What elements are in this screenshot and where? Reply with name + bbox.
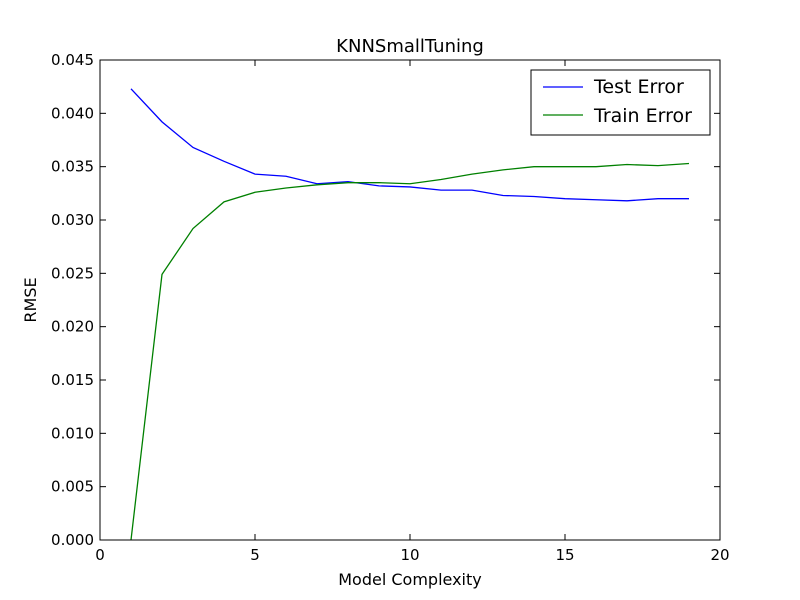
series-line-test-error bbox=[130, 88, 689, 202]
y-tick-label: 0.040 bbox=[51, 104, 94, 122]
y-tick-label: 0.005 bbox=[51, 478, 94, 496]
y-tick-label: 0.025 bbox=[51, 264, 94, 282]
ticks-layer: 0 5 10 15 20 0.000 0.005 0.010 0.015 0.020 0.025 0.… bbox=[51, 51, 730, 564]
x-tick-label: 5 bbox=[250, 546, 260, 564]
y-tick-label: 0.000 bbox=[51, 531, 94, 549]
legend-box bbox=[530, 69, 711, 136]
y-tick-label: 0.020 bbox=[51, 318, 94, 336]
series-line-train-error bbox=[130, 162, 690, 541]
legend-label-train-error: Train Error bbox=[593, 105, 692, 127]
chart-title: KNNSmallTuning bbox=[336, 36, 484, 57]
y-tick-label: 0.010 bbox=[51, 424, 94, 442]
x-tick-label: 20 bbox=[710, 546, 729, 564]
y-tick-label: 0.030 bbox=[51, 211, 94, 229]
y-tick-label: 0.015 bbox=[51, 371, 94, 389]
x-tick-label: 10 bbox=[400, 546, 419, 564]
y-tick-label: 0.045 bbox=[51, 51, 94, 69]
y-axis-label: RMSE bbox=[21, 277, 40, 322]
x-tick-label: 0 bbox=[95, 546, 105, 564]
y-tick-label: 0.035 bbox=[51, 158, 94, 176]
plot-frame bbox=[99, 59, 721, 541]
x-axis-label: Model Complexity bbox=[338, 570, 482, 589]
legend: Test Error Train Error bbox=[530, 69, 711, 136]
series-layer bbox=[130, 88, 690, 541]
x-tick-label: 15 bbox=[555, 546, 574, 564]
legend-label-test-error: Test Error bbox=[593, 76, 684, 98]
